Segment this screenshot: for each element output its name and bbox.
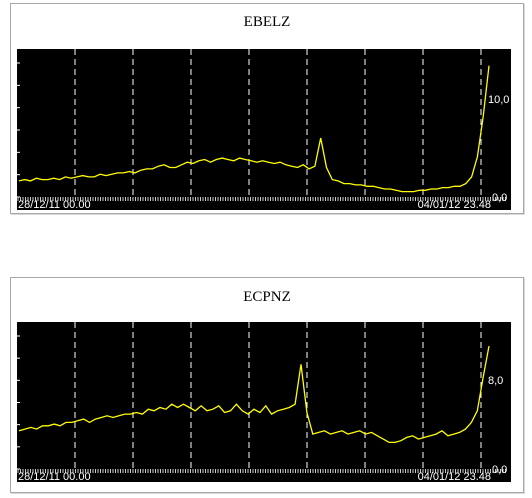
ebelz-chart-panel: EBELZ 28/12/11 00.00 04/01/12 23.48 10,0 0,… [10, 3, 524, 214]
y-max-label: 8,0 [488, 375, 503, 387]
series-line [18, 345, 490, 444]
chart-title: EBELZ [243, 14, 291, 30]
x-end-label: 04/01/12 23.48 [418, 199, 491, 211]
ebelz-chart: 28/12/11 00.00 04/01/12 23.48 10,0 0,0 [17, 49, 511, 211]
y-max-label: 10,0 [488, 94, 509, 106]
ecpnz-chart-panel: ECPNZ 28/12/11 00.00 04/01/12 23.48 8,0 0,0 [10, 277, 524, 493]
plot-background [17, 49, 511, 210]
plot-background [17, 322, 511, 482]
x-end-label: 04/01/12 23.48 [418, 471, 491, 483]
y-min-label: 0,0 [492, 192, 507, 204]
x-start-label: 28/12/11 00.00 [18, 471, 91, 483]
series-line [18, 65, 490, 193]
chart-title: ECPNZ [243, 289, 291, 305]
x-start-label: 28/12/11 00.00 [18, 199, 91, 211]
ecpnz-chart: 28/12/11 00.00 04/01/12 23.48 8,0 0,0 [17, 322, 511, 483]
y-min-label: 0,0 [492, 464, 507, 476]
